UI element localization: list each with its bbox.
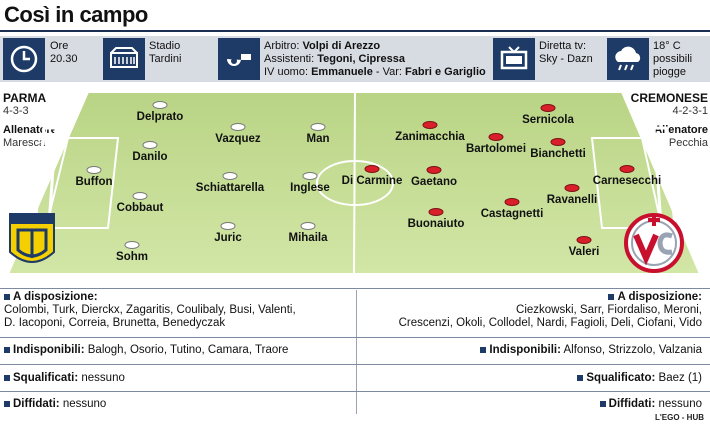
away-coach: Pecchia bbox=[668, 137, 708, 149]
away-player-marker bbox=[364, 165, 380, 173]
home-warned: Diffidati: nessuno bbox=[4, 398, 106, 411]
home-coach: Maresca bbox=[3, 137, 46, 149]
tv-icon bbox=[493, 38, 535, 80]
away-player-name: Gaetano bbox=[410, 176, 458, 188]
away-available: A disposizione: Ciezkowski, Sarr, Fiorda… bbox=[398, 291, 702, 329]
away-player-name: Valeri bbox=[568, 246, 600, 258]
home-team-name: PARMA bbox=[3, 91, 47, 105]
home-player-marker bbox=[302, 172, 318, 180]
home-player-name: Inglese bbox=[290, 182, 330, 194]
away-formation: 4-2-3-1 bbox=[672, 105, 708, 117]
parma-crest-icon bbox=[8, 212, 56, 279]
section-divider bbox=[0, 391, 710, 392]
home-player-name: Vazquez bbox=[215, 133, 261, 145]
away-player-name: Zanimacchia bbox=[395, 131, 465, 143]
page-title: Così in campo bbox=[4, 2, 148, 27]
away-player-name: Sernicola bbox=[522, 114, 574, 126]
home-player-name: Mihaila bbox=[288, 232, 328, 244]
home-player-marker bbox=[124, 241, 140, 249]
away-player-marker bbox=[550, 138, 566, 146]
home-available: A disposizione: Colombi, Turk, Dierckx, … bbox=[4, 291, 296, 329]
away-team-name: CREMONESE bbox=[630, 91, 708, 105]
tv-info: Diretta tv: Sky - Dazn bbox=[539, 40, 593, 65]
home-formation: 4-3-3 bbox=[3, 105, 29, 117]
home-player-name: Danilo bbox=[132, 151, 168, 163]
stadium-icon bbox=[103, 38, 145, 80]
stadium-info: Stadio Tardini bbox=[149, 40, 182, 65]
home-suspended: Squalificati: nessuno bbox=[4, 372, 125, 385]
match-time: Ore 20.30 bbox=[50, 40, 78, 65]
home-player-name: Sohm bbox=[116, 251, 148, 263]
away-player-marker bbox=[540, 104, 556, 112]
whistle-icon bbox=[218, 38, 260, 80]
away-player-marker bbox=[504, 198, 520, 206]
away-player-marker bbox=[422, 121, 438, 129]
away-player-name: Di Carmine bbox=[341, 175, 403, 187]
home-player-marker bbox=[222, 172, 238, 180]
away-player-marker bbox=[576, 236, 592, 244]
section-divider bbox=[0, 364, 710, 365]
away-suspended: Squalificato: Baez (1) bbox=[577, 372, 702, 385]
away-player-marker bbox=[564, 184, 580, 192]
home-player-name: Schiattarella bbox=[195, 182, 265, 194]
away-player-name: Castagnetti bbox=[480, 208, 544, 220]
officials-info: Arbitro: Volpi di Arezzo Assistenti: Teg… bbox=[264, 40, 486, 78]
clock-icon bbox=[3, 38, 45, 80]
home-player-marker bbox=[142, 141, 158, 149]
away-player-name: Bartolomei bbox=[465, 143, 527, 155]
away-player-marker bbox=[426, 166, 442, 174]
away-warned: Diffidati: nessuno bbox=[599, 398, 702, 411]
home-player-marker bbox=[230, 123, 246, 131]
away-player-name: Ravanelli bbox=[546, 194, 598, 206]
title-divider bbox=[0, 30, 710, 32]
home-player-name: Buffon bbox=[75, 176, 113, 188]
section-divider bbox=[0, 288, 710, 289]
home-player-marker bbox=[86, 166, 102, 174]
rain-cloud-icon bbox=[607, 38, 649, 80]
away-player-name: Carnesecchi bbox=[592, 175, 662, 187]
home-player-marker bbox=[220, 222, 236, 230]
home-player-marker bbox=[132, 192, 148, 200]
cremonese-crest-icon bbox=[622, 210, 686, 281]
column-divider bbox=[356, 290, 357, 414]
home-player-marker bbox=[310, 123, 326, 131]
home-player-name: Man bbox=[306, 133, 330, 145]
home-player-name: Juric bbox=[214, 232, 242, 244]
home-player-name: Cobbaut bbox=[116, 202, 164, 214]
away-player-marker bbox=[488, 133, 504, 141]
away-player-name: Buonaiuto bbox=[407, 218, 465, 230]
home-player-marker bbox=[152, 101, 168, 109]
away-player-name: Bianchetti bbox=[530, 148, 586, 160]
home-player-name: Delprato bbox=[136, 111, 184, 123]
section-divider bbox=[0, 337, 710, 338]
home-player-marker bbox=[300, 222, 316, 230]
away-unavailable: Indisponibili: Alfonso, Strizzolo, Valza… bbox=[480, 344, 702, 357]
away-player-marker bbox=[428, 208, 444, 216]
home-unavailable: Indisponibili: Balogh, Osorio, Tutino, C… bbox=[4, 344, 288, 357]
away-player-marker bbox=[619, 165, 635, 173]
credit-line: L'EGO - HUB bbox=[654, 413, 704, 422]
